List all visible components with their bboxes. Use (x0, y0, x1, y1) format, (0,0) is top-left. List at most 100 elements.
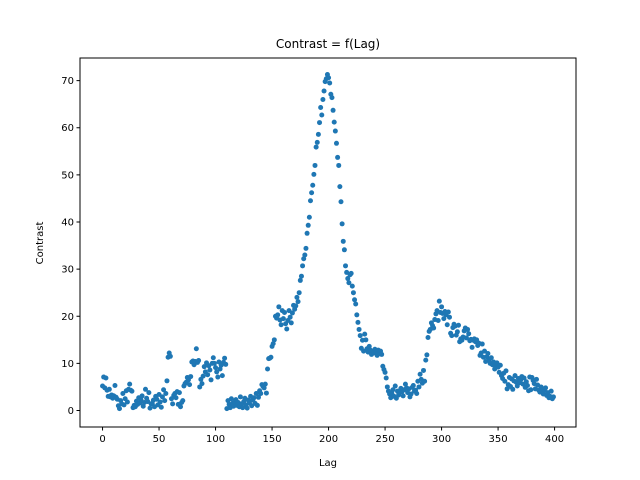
point (240, 405, 246, 411)
point (196, 358, 202, 364)
point (383, 375, 389, 381)
point (300, 263, 306, 269)
point (215, 374, 221, 380)
point (138, 397, 144, 403)
point (178, 404, 184, 410)
point (307, 198, 313, 204)
point (112, 383, 118, 389)
point (446, 314, 452, 320)
point (293, 303, 299, 309)
point (261, 385, 267, 391)
x-tick-label: 50 (153, 434, 166, 445)
point (441, 316, 447, 322)
point (485, 350, 491, 356)
point (408, 391, 414, 397)
point (340, 238, 346, 244)
point (295, 299, 301, 305)
point (304, 230, 310, 236)
point (258, 391, 264, 397)
axes-frame (79, 57, 577, 428)
point (140, 403, 146, 409)
point (384, 384, 390, 390)
point (317, 120, 323, 126)
point (201, 364, 207, 370)
point (129, 388, 135, 394)
point (278, 322, 284, 328)
point (275, 312, 281, 318)
point (333, 140, 339, 146)
point (331, 119, 337, 125)
point (163, 391, 169, 397)
point (341, 247, 347, 253)
point (524, 383, 530, 389)
y-tick-label: 70 (61, 76, 74, 87)
point (336, 162, 342, 168)
point (139, 393, 145, 399)
point (214, 369, 220, 375)
point (318, 104, 324, 110)
x-tick-label: 350 (489, 434, 508, 445)
point (362, 331, 368, 337)
point (208, 377, 214, 383)
point (302, 252, 308, 258)
point (167, 353, 173, 359)
point (320, 96, 326, 102)
point (436, 298, 442, 304)
point (335, 154, 341, 160)
point (503, 368, 509, 374)
point (354, 312, 360, 318)
point (121, 402, 127, 408)
x-tick-label: 0 (99, 434, 105, 445)
point (449, 333, 455, 339)
point (255, 394, 261, 400)
point (207, 367, 213, 373)
point (180, 398, 186, 404)
point (173, 395, 179, 401)
point (313, 144, 319, 150)
point (330, 107, 336, 113)
point (345, 276, 351, 282)
point (103, 375, 109, 381)
point (538, 384, 544, 390)
point (200, 373, 206, 379)
point (199, 381, 205, 387)
point (339, 221, 345, 227)
point (312, 162, 318, 168)
point (157, 399, 163, 405)
x-tick-label: 150 (263, 434, 282, 445)
point (270, 341, 276, 347)
point (521, 375, 527, 381)
x-tick-label: 300 (432, 434, 451, 445)
point (205, 372, 211, 378)
point (223, 361, 229, 367)
x-tick-label: 200 (319, 434, 338, 445)
point (435, 317, 441, 323)
point (357, 333, 363, 339)
point (284, 326, 290, 332)
point (445, 309, 451, 315)
point (454, 329, 460, 335)
point (550, 394, 556, 400)
point (210, 355, 216, 361)
point (271, 337, 277, 343)
point (280, 316, 286, 322)
point (127, 381, 133, 387)
point (276, 304, 282, 310)
point (329, 95, 335, 101)
point (548, 388, 554, 394)
point (106, 386, 112, 392)
point (431, 325, 437, 331)
point (469, 344, 475, 350)
point (424, 352, 430, 358)
point (420, 367, 426, 373)
point (410, 383, 416, 389)
point (392, 383, 398, 389)
point (237, 394, 243, 400)
point (338, 199, 344, 205)
point (222, 355, 228, 361)
point (193, 346, 199, 352)
point (479, 341, 485, 347)
point (502, 378, 508, 384)
point (120, 391, 126, 397)
point (512, 373, 518, 379)
